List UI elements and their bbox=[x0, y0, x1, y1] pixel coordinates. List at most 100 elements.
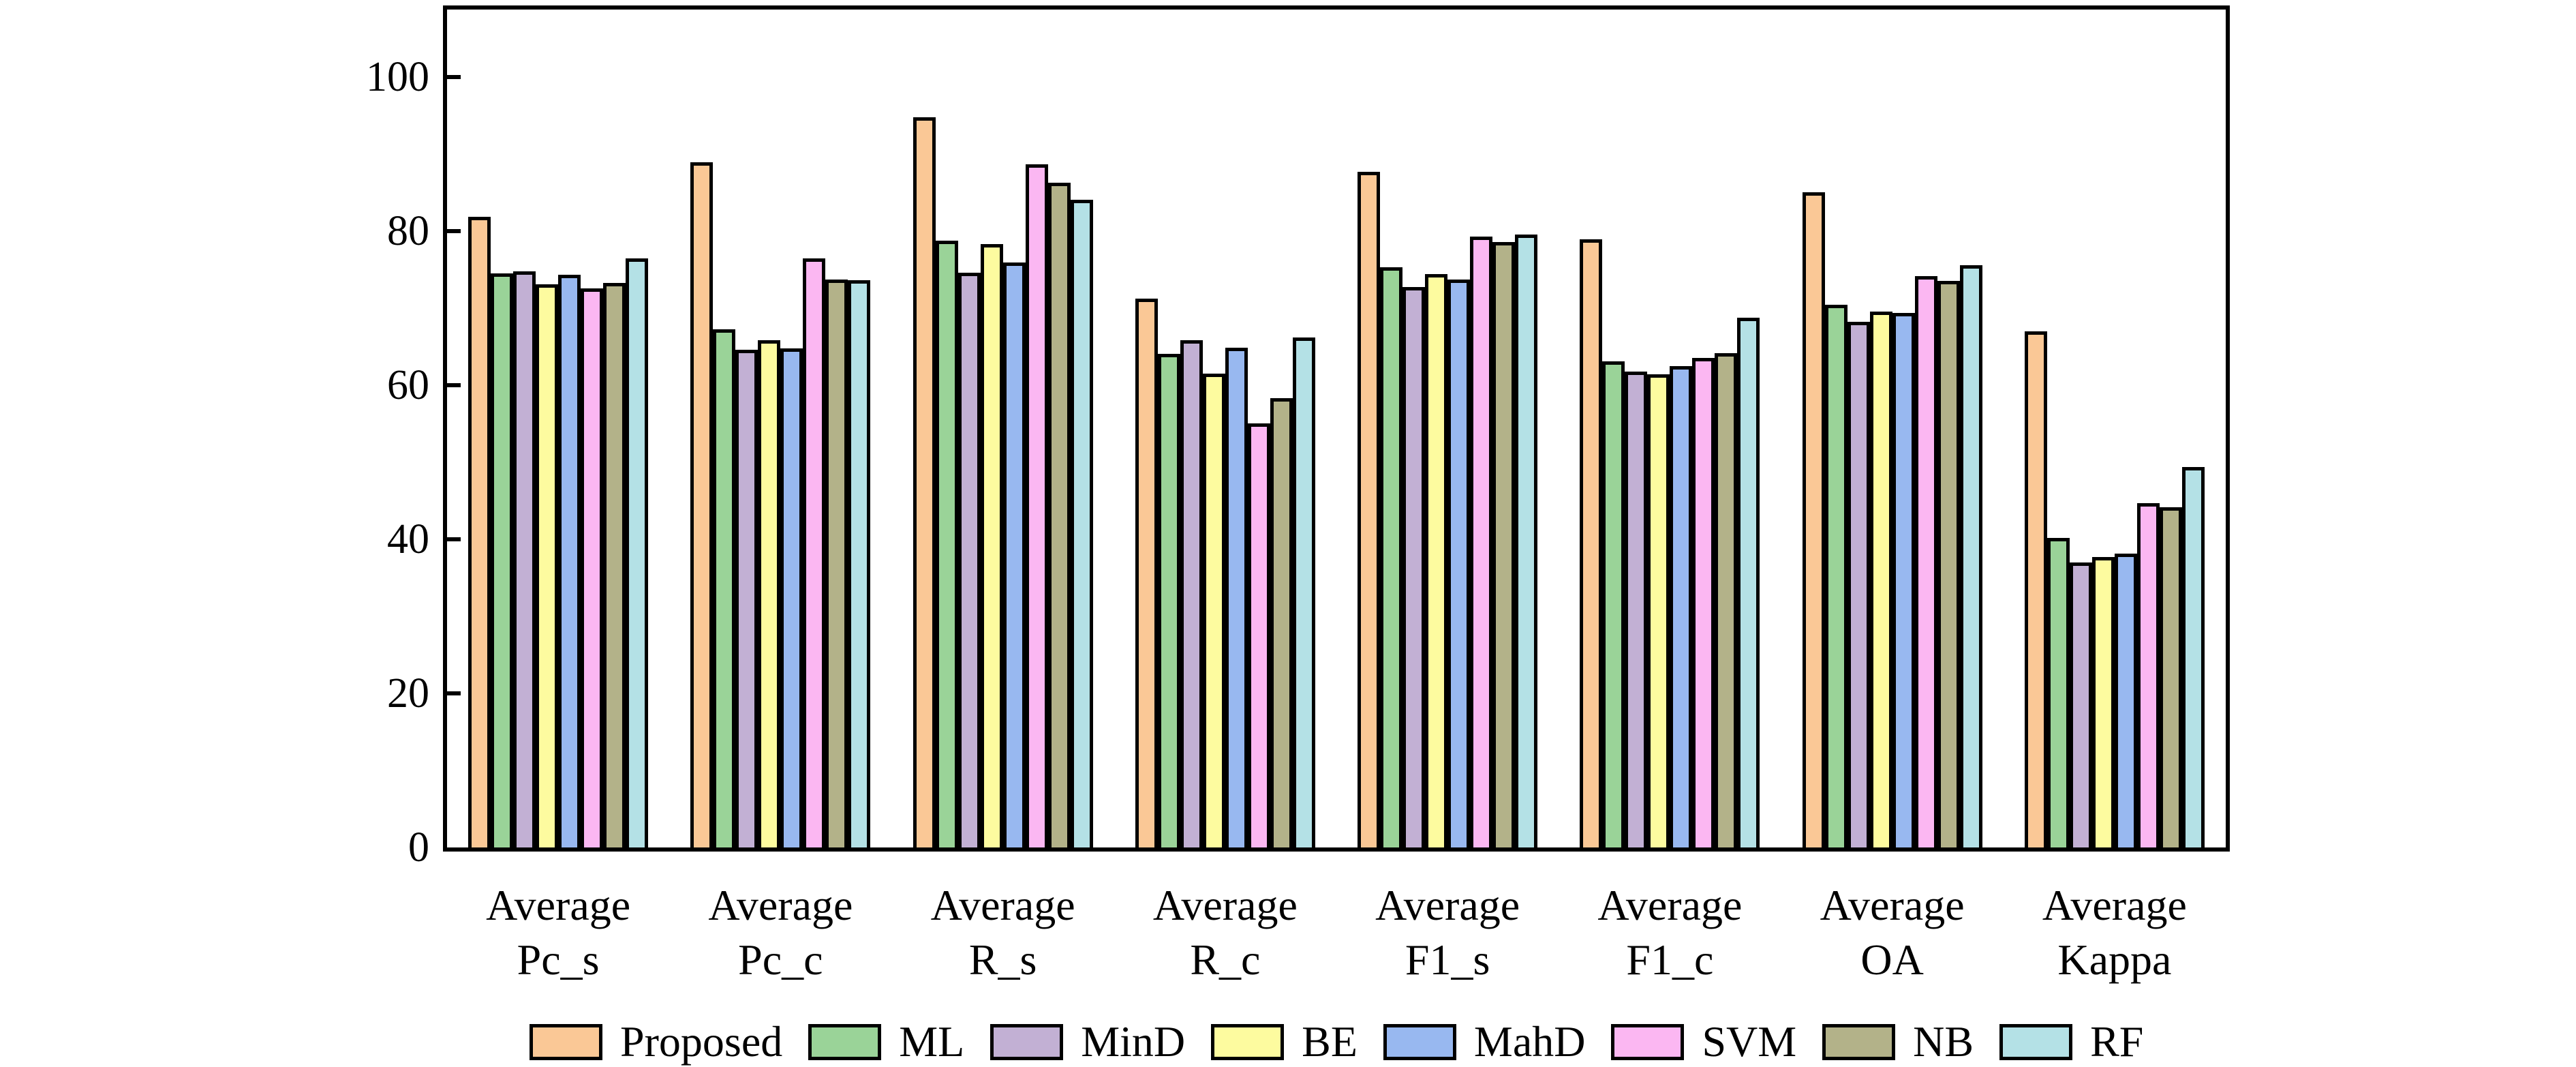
bar-be-average-kappa bbox=[2091, 557, 2115, 847]
legend-swatch-svm bbox=[1611, 1023, 1685, 1060]
x-axis-tickmark bbox=[1223, 835, 1227, 847]
x-axis-tickmark bbox=[1000, 835, 1005, 847]
x-tick-label-line: Kappa bbox=[2057, 935, 2172, 984]
legend-label-rf: RF bbox=[2090, 1017, 2144, 1066]
bar-ml-average-r_c bbox=[1157, 354, 1180, 847]
legend-item-svm: SVM bbox=[1611, 1020, 1796, 1064]
x-tick-label-line: Pc_c bbox=[738, 935, 823, 984]
bar-mind-average-f1_s bbox=[1402, 287, 1426, 847]
bar-rf-average-f1_s bbox=[1515, 235, 1538, 847]
bar-ml-average-pc_c bbox=[713, 329, 736, 847]
x-tick-label-line: R_c bbox=[1190, 935, 1261, 984]
bar-ml-average-pc_s bbox=[491, 273, 514, 847]
bar-be-average-f1_s bbox=[1425, 274, 1448, 847]
x-tick-label-average-pc_s: Average Pc_s bbox=[447, 878, 669, 987]
legend-swatch-mahd bbox=[1383, 1023, 1456, 1060]
legend-label-proposed: Proposed bbox=[620, 1017, 783, 1066]
bar-mahd-average-f1_c bbox=[1670, 366, 1693, 847]
x-axis-tickmark bbox=[2112, 835, 2117, 847]
x-tick-label-line: Average bbox=[1152, 881, 1298, 929]
x-tick-label-line: Average bbox=[1597, 881, 1743, 929]
bar-ml-average-f1_c bbox=[1602, 361, 1625, 847]
legend-swatch-ml bbox=[808, 1023, 882, 1060]
bar-proposed-average-f1_c bbox=[1580, 239, 1603, 847]
chart-legend: Proposed ML MinD BE MahD SVM NB RF bbox=[530, 1020, 2169, 1064]
x-tick-label-line: OA bbox=[1860, 935, 1924, 984]
bar-group-average-kappa bbox=[2004, 10, 2226, 847]
legend-label-nb: NB bbox=[1913, 1017, 1974, 1066]
y-axis-tickmark-80 bbox=[447, 229, 461, 233]
legend-swatch-nb bbox=[1822, 1023, 1896, 1060]
bar-rf-average-oa bbox=[1959, 265, 1982, 847]
bar-ml-average-oa bbox=[1824, 305, 1847, 847]
x-tick-label-average-oa: Average OA bbox=[1781, 878, 2004, 987]
x-tick-label-line: Average bbox=[486, 881, 631, 929]
bar-mind-average-f1_c bbox=[1625, 372, 1648, 847]
y-tick-label-60: 60 bbox=[387, 362, 429, 408]
bar-be-average-f1_c bbox=[1647, 374, 1670, 847]
legend-swatch-rf bbox=[1999, 1023, 2073, 1060]
bar-group-average-oa bbox=[1781, 10, 2004, 847]
bar-group-average-r_c bbox=[1114, 10, 1336, 847]
bar-proposed-average-f1_s bbox=[1358, 172, 1381, 847]
x-tick-label-line: Pc_s bbox=[517, 935, 600, 984]
x-tick-label-line: F1_c bbox=[1626, 935, 1714, 984]
legend-label-mind: MinD bbox=[1081, 1017, 1186, 1066]
bar-mind-average-r_c bbox=[1180, 340, 1203, 847]
y-tick-label-80: 80 bbox=[387, 208, 429, 254]
legend-item-rf: RF bbox=[1999, 1020, 2143, 1064]
x-tick-label-line: Average bbox=[1375, 881, 1520, 929]
x-tick-label-average-kappa: Average Kappa bbox=[2004, 878, 2226, 987]
bar-be-average-pc_s bbox=[536, 284, 559, 847]
bar-svm-average-pc_s bbox=[581, 288, 604, 847]
bar-rf-average-r_s bbox=[1070, 200, 1093, 847]
bar-group-average-pc_c bbox=[669, 10, 891, 847]
legend-item-proposed: Proposed bbox=[530, 1020, 782, 1064]
bar-group-average-pc_s bbox=[447, 10, 669, 847]
plot-area bbox=[447, 10, 2226, 847]
x-tick-label-line: Average bbox=[1820, 881, 1965, 929]
bar-svm-average-f1_c bbox=[1692, 358, 1715, 847]
y-axis-tickmark-40 bbox=[447, 537, 461, 541]
bar-group-average-f1_s bbox=[1336, 10, 1559, 847]
x-tick-label-line: F1_s bbox=[1405, 935, 1490, 984]
legend-label-be: BE bbox=[1302, 1017, 1358, 1066]
y-tick-label-100: 100 bbox=[366, 54, 429, 100]
y-axis-tickmark-20 bbox=[447, 691, 461, 695]
bar-ml-average-f1_s bbox=[1380, 267, 1403, 847]
bar-rf-average-pc_c bbox=[848, 280, 871, 847]
bar-mahd-average-f1_s bbox=[1447, 280, 1471, 847]
bar-proposed-average-pc_c bbox=[690, 162, 714, 847]
bar-group-average-r_s bbox=[892, 10, 1114, 847]
bar-mahd-average-pc_c bbox=[780, 348, 803, 847]
x-tick-label-average-f1_s: Average F1_s bbox=[1336, 878, 1559, 987]
bar-mahd-average-pc_s bbox=[558, 275, 581, 847]
bar-nb-average-kappa bbox=[2159, 507, 2182, 847]
x-tick-label-line: Average bbox=[930, 881, 1075, 929]
bar-rf-average-f1_c bbox=[1737, 318, 1760, 847]
x-axis-tickmark bbox=[1890, 835, 1895, 847]
y-axis-tickmark-100 bbox=[447, 75, 461, 79]
bar-group-average-f1_c bbox=[1559, 10, 1781, 847]
x-tick-label-average-f1_c: Average F1_c bbox=[1559, 878, 1781, 987]
legend-swatch-mind bbox=[990, 1023, 1064, 1060]
x-axis-tickmark bbox=[556, 835, 561, 847]
bar-be-average-r_s bbox=[980, 244, 1003, 847]
x-tick-label-average-r_s: Average R_s bbox=[892, 878, 1114, 987]
bar-nb-average-f1_c bbox=[1715, 353, 1738, 847]
bar-svm-average-pc_c bbox=[803, 258, 826, 847]
x-axis-tickmark bbox=[1668, 835, 1672, 847]
bar-svm-average-r_c bbox=[1247, 423, 1270, 847]
bar-proposed-average-pc_s bbox=[468, 217, 491, 847]
legend-item-ml: ML bbox=[808, 1020, 964, 1064]
legend-item-nb: NB bbox=[1822, 1020, 1974, 1064]
bar-nb-average-oa bbox=[1937, 281, 1960, 847]
bar-mahd-average-kappa bbox=[2114, 554, 2137, 847]
bar-svm-average-f1_s bbox=[1470, 237, 1493, 847]
bar-proposed-average-oa bbox=[1802, 192, 1825, 847]
x-axis-tickmark bbox=[778, 835, 783, 847]
bar-ml-average-r_s bbox=[935, 241, 958, 847]
x-tick-label-line: Average bbox=[2042, 881, 2187, 929]
bar-proposed-average-kappa bbox=[2024, 331, 2047, 847]
